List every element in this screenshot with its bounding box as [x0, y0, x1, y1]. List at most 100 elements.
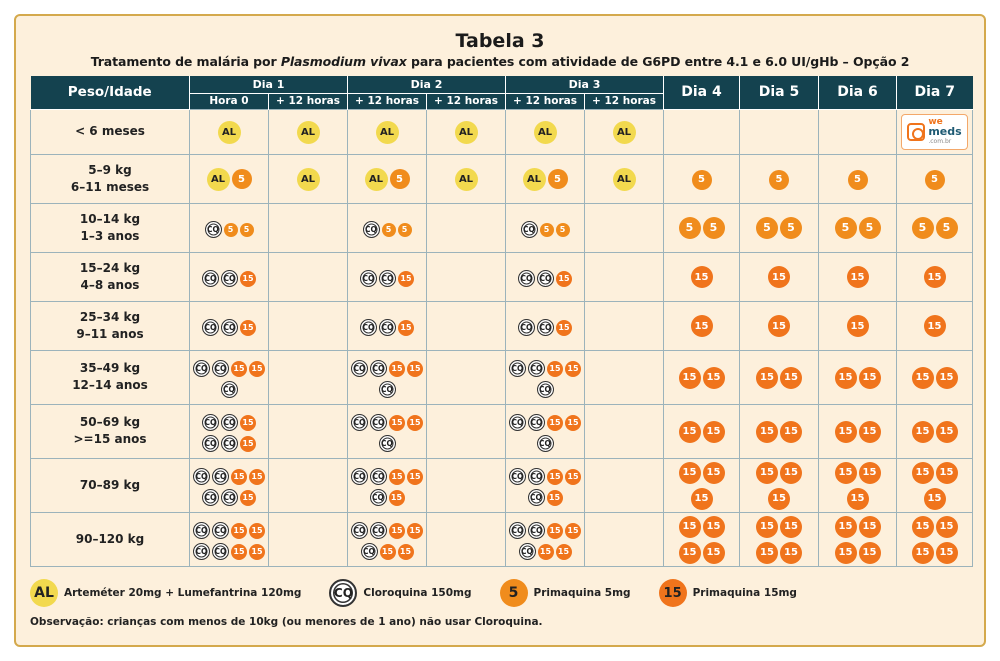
primaquina-5-pill-icon: 5 — [858, 216, 881, 239]
row-label-age: 12–14 anos — [72, 378, 148, 392]
primaquina-15-pill-icon: 15 — [556, 270, 572, 287]
table-row: 25–34 kg 9–11 anos CQ CQ 15 CQ CQ 15 CQ CQ 15 15 15 1… — [30, 300, 973, 351]
dose-cell: CQ CQ 15 15 CQ 15 — [505, 457, 585, 513]
primaquina-5-pill-icon: 5 — [223, 222, 238, 237]
dose-cell: AL — [505, 108, 585, 155]
primaquina-15-pill-icon: 15 — [398, 319, 414, 336]
dose-cell: 15 15 15 — [663, 457, 740, 513]
cloroquina-pill-icon: CQ — [528, 468, 545, 485]
cloroquina-pill-icon: CQ — [536, 381, 554, 398]
dose-cell: AL — [268, 153, 348, 204]
header-dia-1: Dia 1 — [189, 76, 348, 94]
dose-cell: AL — [268, 108, 348, 155]
primaquina-15-pill-icon: 15 — [846, 487, 869, 510]
primaquina-15-pill-icon: 15 — [249, 522, 265, 539]
wemeds-logo: we meds .com.br — [901, 113, 968, 150]
dose-cell: 15 15 — [663, 349, 740, 405]
cloroquina-pill-icon: CQ — [351, 468, 368, 485]
artemeter-pill-icon: AL — [533, 120, 557, 144]
cloroquina-pill-icon: CQ — [370, 522, 387, 539]
row-label: 90–120 kg — [30, 511, 190, 567]
row-label-weight: 70–89 kg — [79, 477, 141, 492]
primaquina-5-pill-icon: 5 — [935, 216, 958, 239]
primaquina-15-pill-icon: 15 — [702, 515, 725, 538]
header-dia-2: Dia 2 — [347, 76, 506, 94]
legend-label: Arteméter 20mg + Lumefantrina 120mg — [64, 587, 302, 599]
primaquina-15-pill-icon: 15 — [911, 461, 934, 484]
dose-cell: AL — [426, 153, 506, 204]
dose-cell: 15 — [739, 251, 819, 302]
cloroquina-pill-icon: CQ — [509, 414, 526, 431]
row-label: < 6 meses — [30, 108, 190, 155]
primaquina-15-pill-icon: 15 — [556, 319, 572, 336]
legend-item-cloroquina: CQ Cloroquina 150mg — [329, 579, 472, 607]
artemeter-pill-icon: AL — [612, 167, 636, 191]
cloroquina-pill-icon: CQ — [518, 319, 535, 336]
artemeter-pill-icon: AL — [454, 167, 478, 191]
primaquina-15-pill-icon: 15 — [231, 522, 247, 539]
primaquina-15-pill-icon: 15 — [846, 266, 869, 289]
primaquina-15-pill-icon: 15 — [756, 515, 778, 538]
primaquina-15-pill-icon: 15 — [846, 315, 869, 338]
dose-group: CQ CQ 15 — [518, 270, 572, 287]
logo-meds: meds — [928, 124, 962, 138]
primaquina-15-pill-icon: 15 — [240, 270, 256, 287]
dose-group: CQ CQ 15 15 CQ — [348, 414, 426, 452]
dose-cell: CQ 5 5 — [505, 202, 585, 253]
primaquina-15-pill-icon: 15 — [911, 366, 934, 389]
dose-group: CQ 5 5 — [362, 221, 412, 238]
cloroquina-pill-icon: CQ — [212, 360, 229, 377]
primaquina-15-pill-icon: 15 — [240, 489, 256, 506]
cloroquina-pill-icon: CQ — [528, 414, 545, 431]
dose-cell: CQ CQ 15 15 CQ — [347, 403, 427, 459]
primaquina-15-pill-icon: 15 — [565, 360, 581, 377]
cloroquina-pill-icon: CQ — [212, 522, 229, 539]
artemeter-pill-icon: AL — [296, 120, 320, 144]
dose-group: 15 15 — [834, 366, 881, 389]
cloroquina-pill-icon: CQ — [509, 360, 526, 377]
row-label-weight: 25–34 kg — [79, 309, 141, 324]
row-label: 15–24 kg 4–8 anos — [30, 251, 190, 302]
dose-group: 5 — [924, 169, 945, 190]
dose-group: 15 15 — [911, 420, 958, 443]
subheader-12-horas: + 12 horas — [347, 93, 427, 109]
dose-cell — [268, 300, 348, 351]
logo-we: we — [928, 116, 943, 127]
artemeter-pill-icon: AL — [375, 120, 399, 144]
cloroquina-pill-icon: CQ — [351, 522, 368, 539]
primaquina-15-pill-icon: 15 — [702, 420, 725, 443]
dose-cell — [584, 251, 664, 302]
primaquina-15-pill-icon: 15 — [565, 468, 581, 485]
cloroquina-pill-icon: CQ — [329, 579, 358, 607]
primaquina-5-pill-icon: 5 — [381, 222, 396, 237]
dose-group: CQ CQ 15 — [202, 270, 256, 287]
dose-cell: CQ 5 5 — [347, 202, 427, 253]
primaquina-15-pill-icon: 15 — [834, 366, 857, 389]
dose-cell: 15 15 15 — [896, 457, 973, 513]
cloroquina-pill-icon: CQ — [212, 468, 229, 485]
primaquina-15-pill-icon: 15 — [780, 366, 802, 389]
primaquina-15-pill-icon: 15 — [678, 541, 701, 564]
cloroquina-pill-icon: CQ — [370, 360, 387, 377]
dose-cell: AL — [584, 153, 664, 204]
cloroquina-pill-icon: CQ — [379, 270, 396, 287]
cloroquina-pill-icon: CQ — [362, 221, 380, 238]
cloroquina-pill-icon: CQ — [536, 435, 554, 452]
dose-cell: 15 15 — [896, 349, 973, 405]
dose-group: AL — [612, 120, 636, 144]
primaquina-15-pill-icon: 15 — [407, 468, 423, 485]
table-card: Tabela 3 Tratamento de malária por Plasm… — [14, 14, 986, 647]
dose-group: AL — [533, 120, 557, 144]
cloroquina-pill-icon: CQ — [193, 468, 210, 485]
dose-group: CQ CQ 15 15 CQ 15 — [506, 468, 584, 506]
primaquina-15-pill-icon: 15 — [658, 579, 687, 607]
primaquina-15-pill-icon: 15 — [756, 541, 778, 564]
primaquina-15-pill-icon: 15 — [935, 366, 958, 389]
cloroquina-pill-icon: CQ — [351, 360, 368, 377]
primaquina-15-pill-icon: 15 — [935, 541, 958, 564]
cloroquina-pill-icon: CQ — [221, 414, 238, 431]
primaquina-15-pill-icon: 15 — [768, 315, 790, 338]
